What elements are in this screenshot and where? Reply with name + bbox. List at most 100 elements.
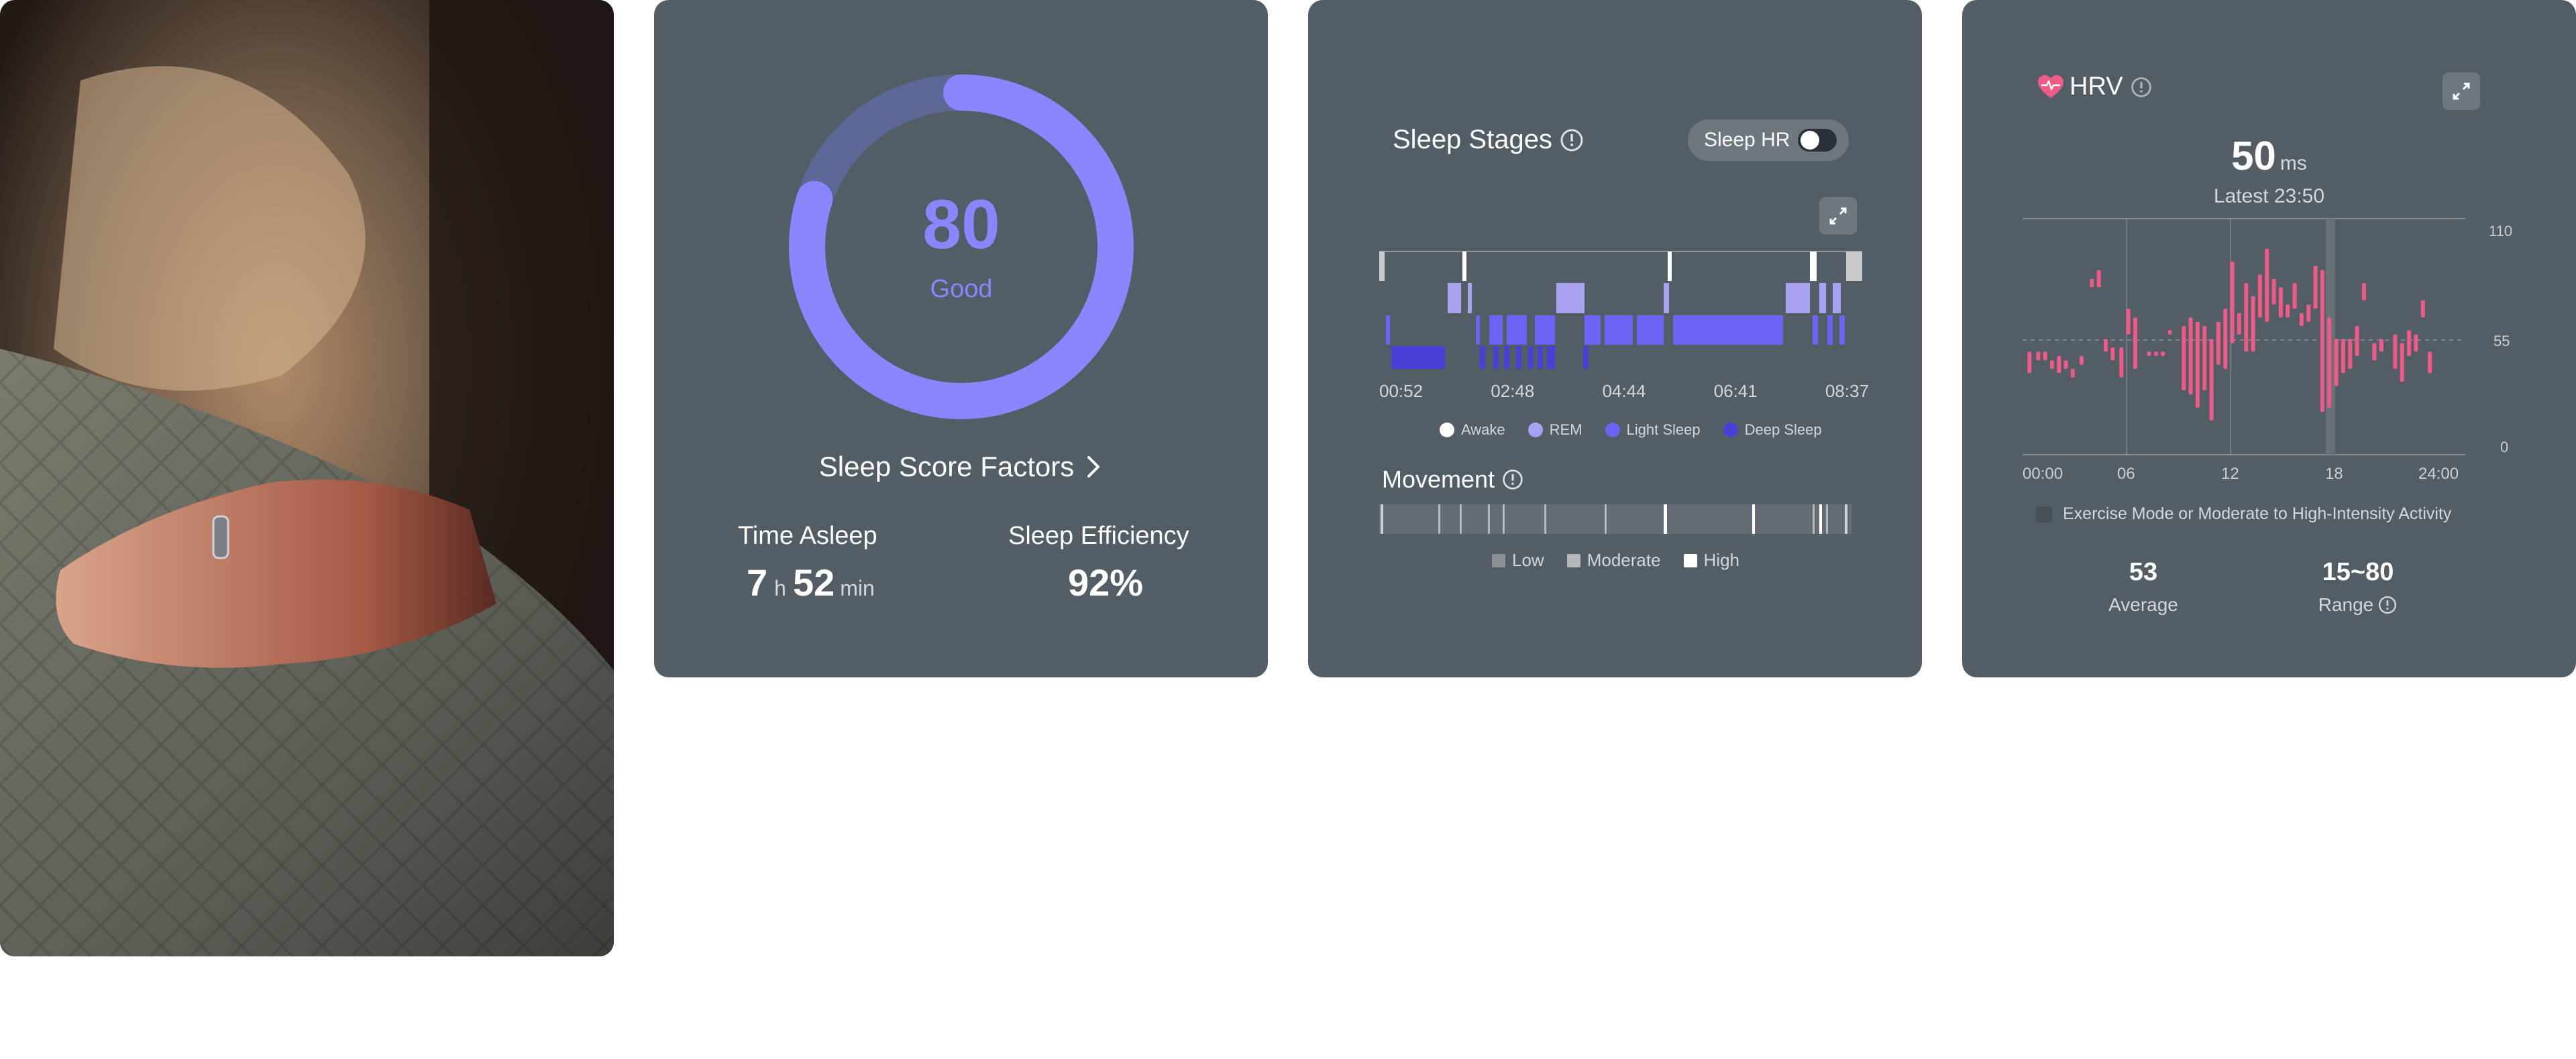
legend-swatch xyxy=(1492,553,1505,567)
hrv-card: HRV 50 ms Latest 23:50 110 55 0 00:00 06… xyxy=(1962,0,2576,677)
y-tick: 0 xyxy=(2500,439,2508,455)
legend-light-sleep: Light Sleep xyxy=(1605,421,1701,439)
hrv-bar xyxy=(2043,351,2047,361)
sleep-stages-card: Sleep Stages Sleep HR xyxy=(1308,0,1922,677)
hrv-unit: ms xyxy=(2279,152,2307,174)
hrv-bar xyxy=(2334,339,2339,386)
hrv-bar xyxy=(2147,351,2151,356)
hrv-bar xyxy=(2167,330,2172,335)
x-tick: 24:00 xyxy=(2418,465,2459,483)
hrv-bar xyxy=(2341,339,2345,374)
hrv-bar xyxy=(2195,321,2200,408)
sleep-efficiency-value: 92% xyxy=(1067,561,1144,604)
deep-segment xyxy=(1528,346,1534,369)
light-segment xyxy=(1476,315,1480,345)
hrv-average-value: 53 xyxy=(2129,558,2158,586)
legend-label: High xyxy=(1703,550,1740,570)
heart-icon xyxy=(2038,74,2063,98)
hrv-bar xyxy=(2420,300,2425,318)
time-tick: 00:52 xyxy=(1379,381,1424,401)
hrv-range-label-row: Range xyxy=(2291,594,2425,616)
hrv-bar xyxy=(2063,360,2068,369)
hrv-bar xyxy=(2407,330,2412,356)
hrv-bar xyxy=(2216,321,2220,365)
deep-segment xyxy=(1480,346,1485,369)
hrv-bar xyxy=(2110,347,2115,361)
hrv-bar xyxy=(2299,313,2304,326)
hrv-bar xyxy=(2133,317,2137,369)
sleep-score-rating: Good xyxy=(930,275,993,303)
rem-segment xyxy=(1556,283,1585,313)
movement-legend: Low Moderate High xyxy=(1492,550,1762,571)
deep-segment xyxy=(1583,346,1589,369)
hrv-bar xyxy=(2400,343,2404,382)
hrv-bar xyxy=(2182,326,2186,390)
hrv-bar xyxy=(2361,283,2366,300)
hrv-bar xyxy=(2036,351,2041,361)
sleep-stages-title: Sleep Stages xyxy=(1393,125,1552,154)
legend-deep-sleep: Deep Sleep xyxy=(1723,421,1822,439)
light-segment xyxy=(1585,315,1601,345)
exercise-legend-swatch xyxy=(2036,506,2052,522)
rem-segment xyxy=(1833,283,1841,313)
hrv-bar xyxy=(2104,339,2108,352)
info-icon[interactable] xyxy=(2130,76,2153,99)
hrv-bar xyxy=(2161,351,2165,356)
sleep-hr-switch[interactable] xyxy=(1798,129,1837,152)
hrv-bar xyxy=(2372,343,2377,361)
hrv-bar xyxy=(2428,351,2432,374)
awake-segment xyxy=(1810,252,1817,281)
expand-icon xyxy=(2453,82,2470,100)
movement-bar xyxy=(1379,504,1851,534)
legend-moderate: Moderate xyxy=(1566,550,1661,571)
hrv-bar xyxy=(2393,334,2398,369)
x-tick: 06 xyxy=(2117,465,2135,483)
legend-swatch xyxy=(1566,553,1580,567)
sleep-score-factors-link[interactable]: Sleep Score Factors xyxy=(788,451,1134,483)
light-segment xyxy=(1535,315,1555,345)
expand-hrv-button[interactable] xyxy=(2443,72,2480,110)
sleep-stages-time-axis: 00:52 02:48 04:44 06:41 08:37 xyxy=(1379,381,1869,402)
hrv-bar xyxy=(2306,304,2311,322)
rem-segment xyxy=(1664,283,1669,313)
hrv-bar xyxy=(2379,339,2383,352)
legend-label: Low xyxy=(1512,550,1544,570)
hrv-bar xyxy=(2320,270,2324,412)
info-icon[interactable] xyxy=(2377,595,2398,615)
sleep-stages-chart xyxy=(1379,251,1862,369)
exercise-legend: Exercise Mode or Moderate to High-Intens… xyxy=(2036,504,2451,524)
hrv-bar xyxy=(2202,326,2207,390)
hrv-bar xyxy=(2209,339,2214,421)
sleep-score-card: 80 Good Sleep Score Factors Time Asleep … xyxy=(654,0,1268,677)
hrv-bar xyxy=(2257,274,2262,318)
info-icon[interactable] xyxy=(1501,468,1524,491)
hrv-bar xyxy=(2090,278,2094,288)
deep-segment xyxy=(1391,346,1445,369)
legend-label: REM xyxy=(1549,421,1582,438)
time-tick: 04:44 xyxy=(1602,381,1646,401)
legend-label: Awake xyxy=(1461,421,1505,438)
light-segment xyxy=(1489,315,1503,345)
expand-icon xyxy=(1829,207,1847,225)
awake-segment xyxy=(1379,252,1385,281)
light-segment xyxy=(1386,315,1390,345)
hero-photo xyxy=(0,0,614,956)
legend-rem: REM xyxy=(1527,421,1582,439)
sleep-hr-toggle[interactable]: Sleep HR xyxy=(1688,119,1849,161)
time-asleep-minute-unit: min xyxy=(840,576,875,600)
sleep-score-ring xyxy=(789,74,1134,419)
light-segment xyxy=(1673,315,1783,345)
y-tick: 55 xyxy=(2493,333,2510,349)
hrv-chart: 110 55 0 00:00 06 12 18 24:00 xyxy=(2023,218,2512,483)
hrv-bar xyxy=(2348,339,2353,369)
deep-segment xyxy=(1504,346,1509,369)
exercise-legend-label: Exercise Mode or Moderate to High-Intens… xyxy=(2063,504,2452,523)
expand-stages-button[interactable] xyxy=(1819,197,1857,235)
sleep-stages-legend: Awake REM Light Sleep Deep Sleep xyxy=(1440,421,1845,439)
hrv-bar xyxy=(2070,369,2075,378)
hrv-header: HRV xyxy=(2037,72,2153,101)
info-icon[interactable] xyxy=(1559,127,1585,153)
sleep-stages-header: Sleep Stages xyxy=(1393,125,1585,155)
hrv-latest-time: Latest 23:50 xyxy=(2213,185,2325,207)
hrv-bar xyxy=(2119,347,2124,378)
